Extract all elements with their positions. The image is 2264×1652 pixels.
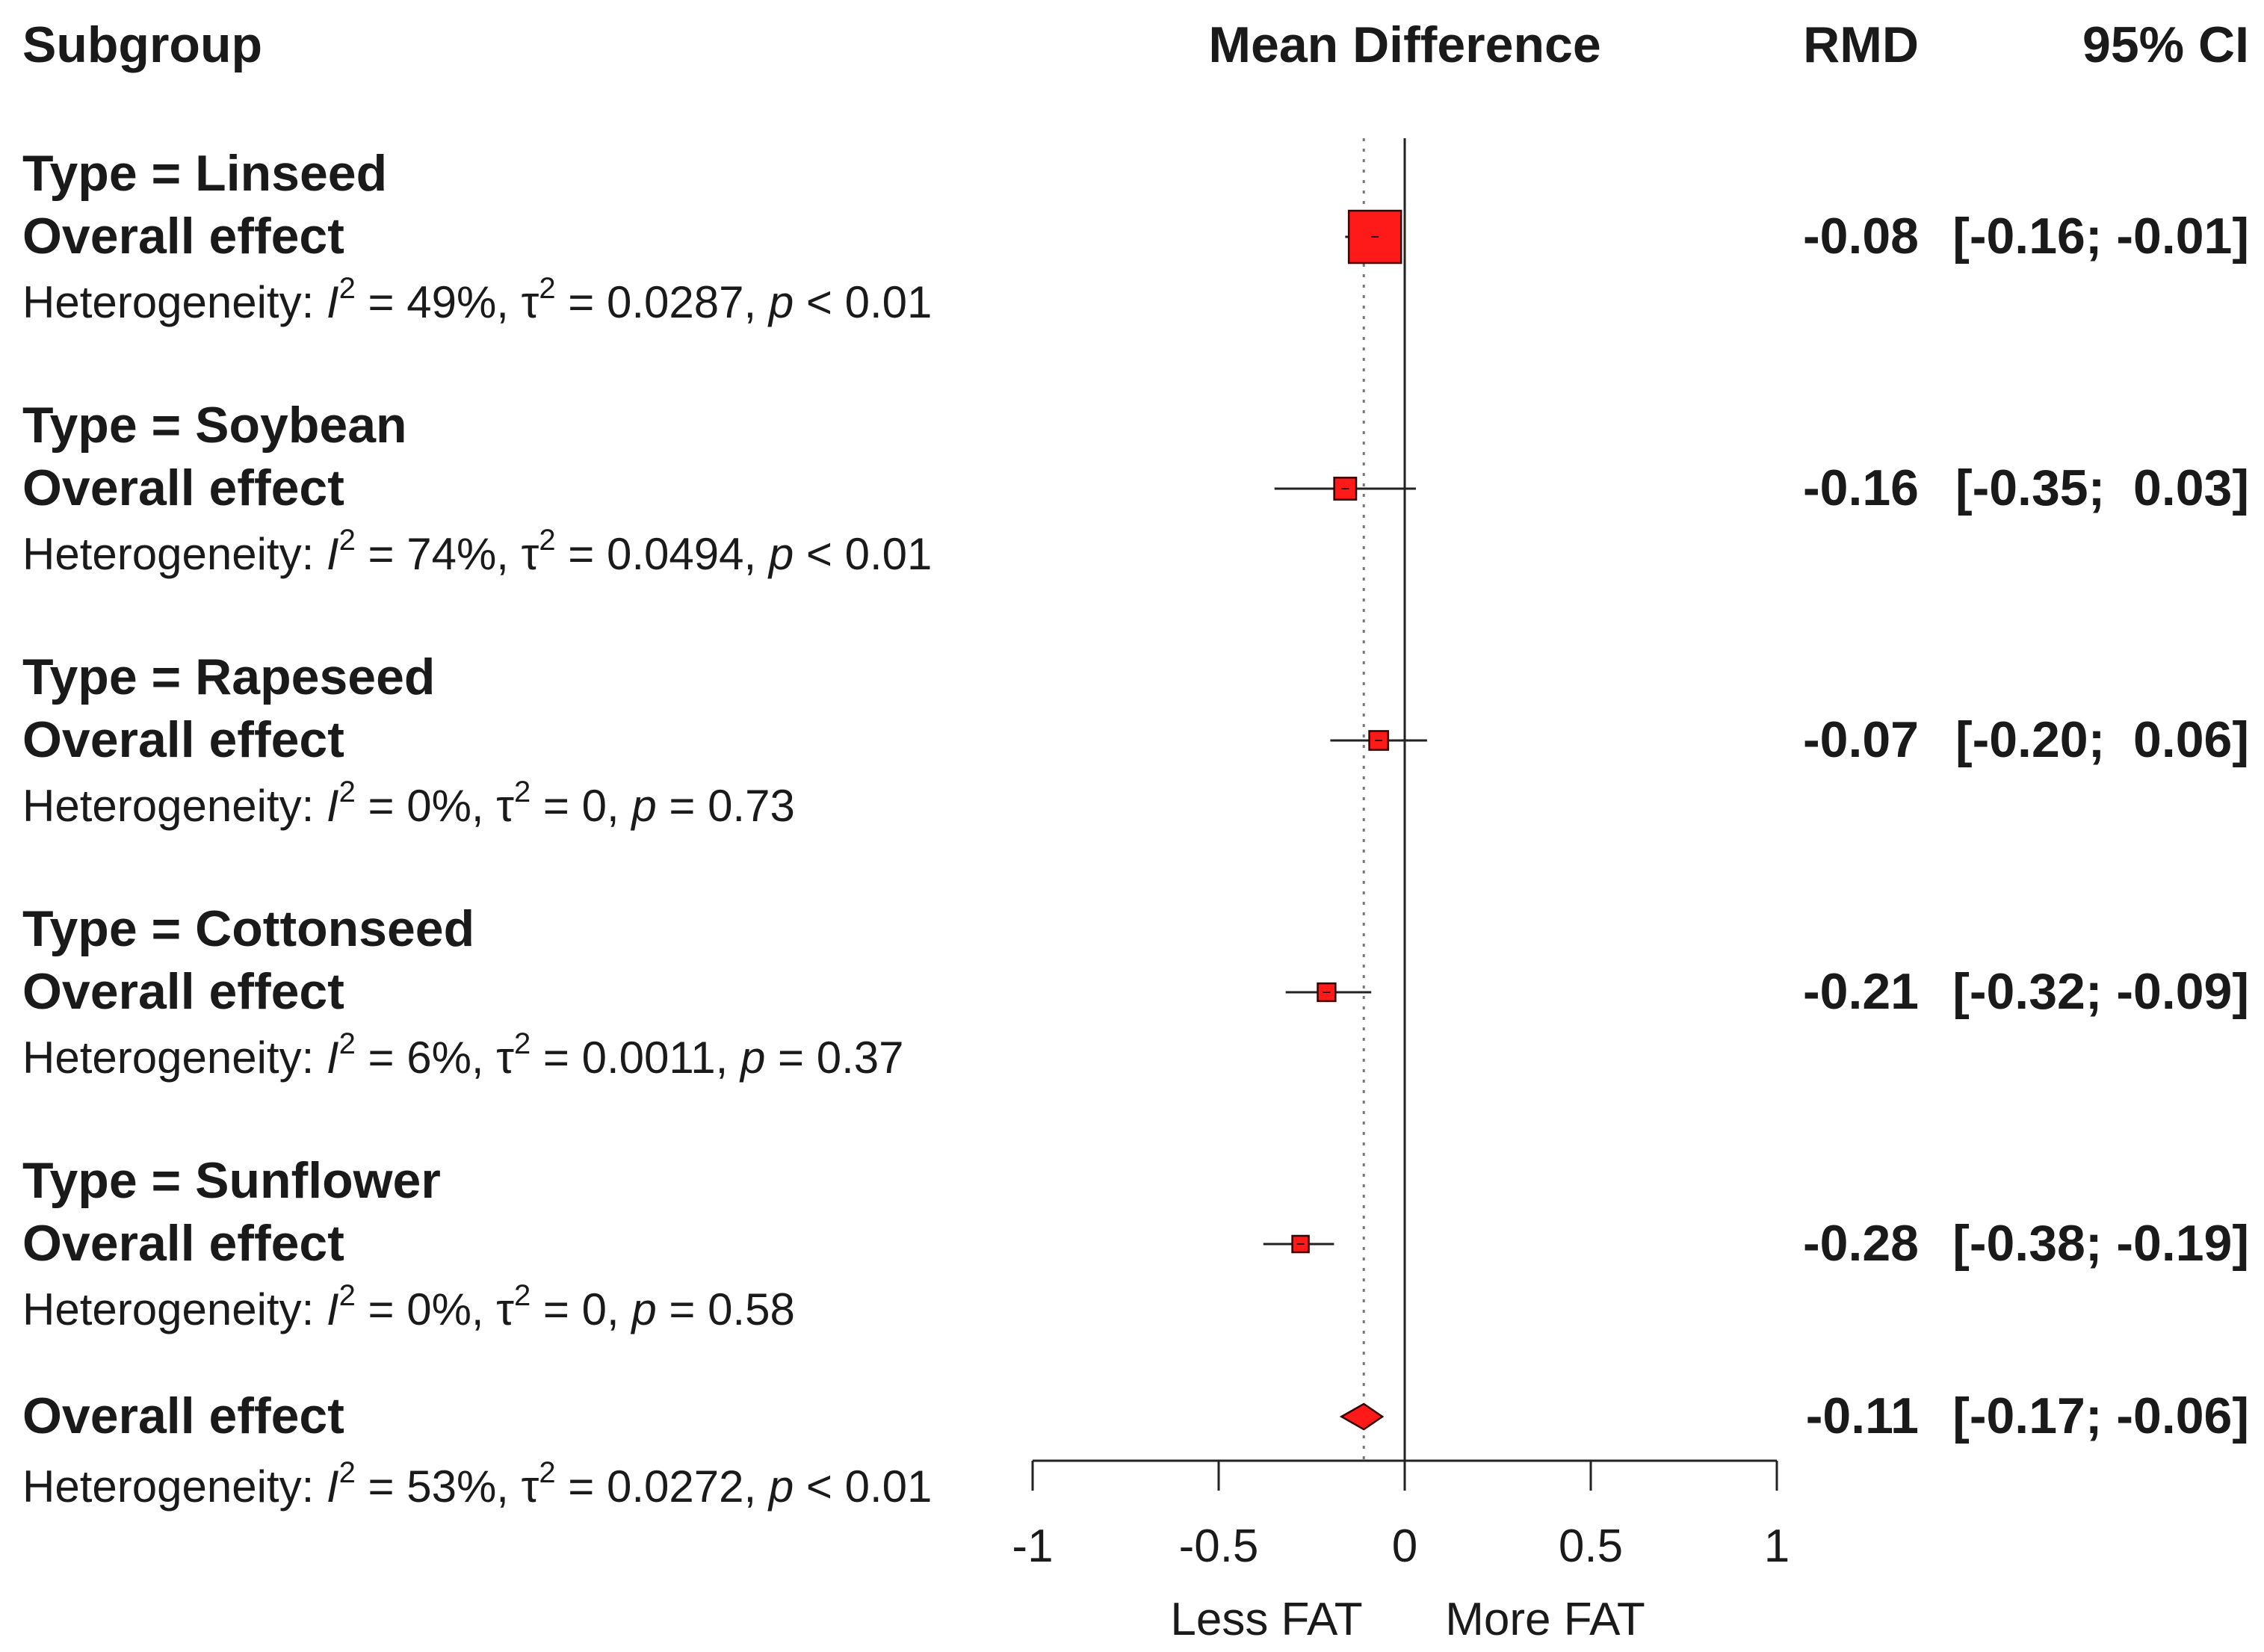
overall-effect-label: Overall effect — [22, 711, 344, 768]
overall-diamond — [1339, 1402, 1385, 1431]
subgroup-title: Type = Rapeseed — [22, 649, 435, 705]
subgroup-title: Type = Sunflower — [22, 1152, 441, 1209]
subgroup-title: Type = Cottonseed — [22, 900, 474, 957]
overall-row: Overall effect Heterogeneity: I2 = 53%, τ… — [22, 1388, 2249, 1512]
subgroup-row: Type = Rapeseed Overall effect Heterogenei… — [22, 649, 2249, 831]
subgroup-title: Type = Linseed — [22, 145, 387, 202]
subgroup-row: Type = Cottonseed Overall effect Heterogen… — [22, 900, 2249, 1083]
header-subgroup: Subgroup — [22, 16, 262, 73]
heterogeneity-text: Heterogeneity: I2 = 53%, τ2 = 0.0272, p … — [22, 1456, 932, 1512]
rmd-value: -0.28 — [1803, 1215, 1919, 1272]
overall-effect-label: Overall effect — [22, 1388, 344, 1444]
subgroup-row: Type = Linseed Overall effect Heterogeneit… — [22, 145, 2249, 327]
heterogeneity-text: Heterogeneity: I2 = 74%, τ2 = 0.0494, p … — [22, 524, 932, 579]
direction-label-right: More FAT — [1445, 1594, 1645, 1645]
header-ci: 95% CI — [2082, 16, 2249, 73]
overall-ci-value: [-0.17; -0.06] — [1952, 1388, 2249, 1444]
x-tick-label: -0.5 — [1179, 1520, 1259, 1572]
x-tick-label: 1 — [1764, 1520, 1790, 1572]
header-rmd: RMD — [1803, 16, 1919, 73]
ci-value: [-0.38; -0.19] — [1952, 1215, 2249, 1272]
header-mean-difference: Mean Difference — [1208, 16, 1600, 73]
x-tick-label: 0.5 — [1559, 1520, 1623, 1572]
plot-area: -1 -0.5 0 0.5 1 — [1012, 138, 1790, 1572]
heterogeneity-text: Heterogeneity: I2 = 0%, τ2 = 0, p = 0.73 — [22, 776, 795, 831]
x-tick-label: -1 — [1012, 1520, 1053, 1572]
overall-rmd-value: -0.11 — [1806, 1388, 1919, 1444]
overall-effect-label: Overall effect — [22, 208, 344, 264]
subgroup-title: Type = Soybean — [22, 397, 407, 454]
overall-effect-label: Overall effect — [22, 963, 344, 1020]
ci-value: [-0.32; -0.09] — [1952, 963, 2249, 1020]
rmd-value: -0.08 — [1803, 208, 1919, 264]
subgroup-row: Type = Sunflower Overall effect Heterogene… — [22, 1152, 2249, 1334]
overall-effect-label: Overall effect — [22, 1215, 344, 1272]
rmd-value: -0.07 — [1803, 711, 1919, 768]
rmd-value: -0.21 — [1803, 963, 1919, 1020]
x-tick-label: 0 — [1392, 1520, 1417, 1572]
heterogeneity-text: Heterogeneity: I2 = 0%, τ2 = 0, p = 0.58 — [22, 1279, 795, 1334]
rmd-value: -0.16 — [1803, 460, 1919, 516]
subgroup-row: Type = Soybean Overall effect Heterogeneit… — [22, 397, 2249, 579]
ci-value: [-0.35; 0.03] — [1955, 460, 2249, 516]
heterogeneity-text: Heterogeneity: I2 = 6%, τ2 = 0.0011, p =… — [22, 1027, 904, 1083]
direction-label-left: Less FAT — [1170, 1594, 1362, 1645]
ci-value: [-0.16; -0.01] — [1952, 208, 2249, 264]
overall-effect-label: Overall effect — [22, 460, 344, 516]
ci-value: [-0.20; 0.06] — [1955, 711, 2249, 768]
subgroup-rows: Type = Linseed Overall effect Heterogeneit… — [22, 145, 2249, 1512]
heterogeneity-text: Heterogeneity: I2 = 49%, τ2 = 0.0287, p … — [22, 272, 932, 327]
